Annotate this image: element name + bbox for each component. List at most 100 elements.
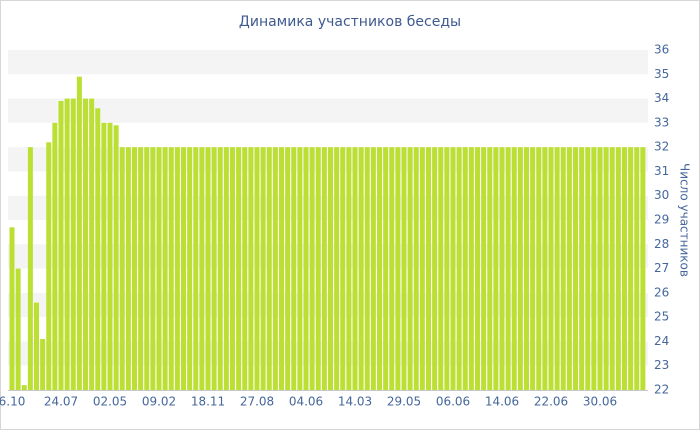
bar bbox=[230, 147, 235, 390]
bar bbox=[462, 147, 468, 390]
bar bbox=[248, 147, 254, 390]
bar bbox=[303, 147, 309, 390]
bar bbox=[530, 147, 536, 390]
bar bbox=[432, 147, 438, 390]
bar bbox=[156, 147, 162, 390]
bar bbox=[76, 76, 82, 390]
bar bbox=[328, 147, 333, 390]
bar bbox=[450, 147, 456, 390]
y-tick-label: 32 bbox=[654, 140, 669, 154]
bar bbox=[199, 147, 205, 390]
bar bbox=[181, 147, 186, 390]
bar bbox=[499, 147, 505, 390]
bar bbox=[162, 147, 168, 390]
bar bbox=[285, 147, 291, 390]
bar bbox=[15, 268, 21, 390]
y-tick-label: 23 bbox=[654, 358, 669, 372]
bar bbox=[407, 147, 413, 390]
chart-title: Динамика участников беседы bbox=[239, 14, 461, 30]
bar bbox=[58, 101, 64, 390]
x-tick-label: 18.11 bbox=[191, 395, 225, 409]
bar bbox=[83, 98, 88, 391]
bar bbox=[340, 147, 346, 390]
bar bbox=[554, 147, 560, 390]
bar bbox=[481, 147, 487, 390]
bar bbox=[640, 147, 646, 390]
grid-band bbox=[8, 98, 648, 123]
y-tick-label: 28 bbox=[654, 237, 669, 251]
bar bbox=[64, 98, 70, 391]
bar bbox=[548, 147, 554, 390]
bar bbox=[346, 147, 352, 390]
y-tick-label: 30 bbox=[654, 188, 669, 202]
y-tick-label: 34 bbox=[654, 91, 669, 105]
bar bbox=[352, 147, 358, 390]
x-tick-label: 27.08 bbox=[240, 395, 274, 409]
bar bbox=[321, 147, 327, 390]
bar bbox=[413, 147, 419, 390]
bar bbox=[438, 147, 444, 390]
bar bbox=[260, 147, 266, 390]
bar bbox=[389, 147, 395, 390]
bar bbox=[370, 147, 376, 390]
x-tick-label: 29.05 bbox=[387, 395, 421, 409]
y-tick-label: 26 bbox=[654, 285, 669, 299]
x-tick-label: 09.02 bbox=[142, 395, 176, 409]
y-tick-label: 31 bbox=[654, 164, 669, 178]
bar bbox=[27, 147, 33, 390]
bar bbox=[309, 147, 315, 390]
bar bbox=[426, 147, 431, 390]
bar bbox=[315, 147, 321, 390]
y-tick-label: 22 bbox=[654, 383, 669, 397]
bar bbox=[401, 147, 407, 390]
x-tick-label: 24.07 bbox=[44, 395, 78, 409]
bar bbox=[334, 147, 340, 390]
x-tick-label: 04.06 bbox=[289, 395, 323, 409]
bar bbox=[517, 147, 523, 390]
bar bbox=[395, 147, 401, 390]
bar bbox=[211, 147, 217, 390]
bar bbox=[493, 147, 499, 390]
bar bbox=[21, 385, 27, 390]
x-tick-label: 6.10 bbox=[0, 395, 25, 409]
bar bbox=[52, 122, 58, 390]
bar bbox=[150, 147, 156, 390]
y-tick-label: 24 bbox=[654, 334, 669, 348]
bar bbox=[187, 147, 193, 390]
bar bbox=[101, 122, 107, 390]
bar bbox=[242, 147, 248, 390]
bar bbox=[615, 147, 621, 390]
bar bbox=[46, 142, 52, 390]
x-tick-label: 14.06 bbox=[485, 395, 519, 409]
bar bbox=[628, 147, 634, 390]
bar bbox=[223, 147, 229, 390]
bar bbox=[279, 147, 284, 390]
bar bbox=[597, 147, 603, 390]
bar bbox=[573, 147, 578, 390]
bar bbox=[119, 147, 125, 390]
bar bbox=[591, 147, 597, 390]
bar bbox=[603, 147, 609, 390]
bar bbox=[107, 122, 113, 390]
bar bbox=[168, 147, 174, 390]
bar bbox=[358, 147, 364, 390]
bar bbox=[297, 147, 303, 390]
x-tick-label: 14.03 bbox=[338, 395, 372, 409]
bar bbox=[505, 147, 511, 390]
bar bbox=[536, 147, 542, 390]
bar bbox=[254, 147, 260, 390]
bar bbox=[524, 147, 529, 390]
y-tick-label: 29 bbox=[654, 213, 669, 227]
bar bbox=[419, 147, 425, 390]
y-tick-label: 36 bbox=[654, 43, 669, 57]
bar bbox=[217, 147, 223, 390]
bar bbox=[193, 147, 199, 390]
bar bbox=[444, 147, 450, 390]
bar bbox=[511, 147, 517, 390]
bar bbox=[272, 147, 278, 390]
bar bbox=[468, 147, 474, 390]
y-axis-label: Число участников bbox=[678, 163, 692, 277]
x-tick-label: 02.05 bbox=[93, 395, 127, 409]
bar bbox=[383, 147, 389, 390]
